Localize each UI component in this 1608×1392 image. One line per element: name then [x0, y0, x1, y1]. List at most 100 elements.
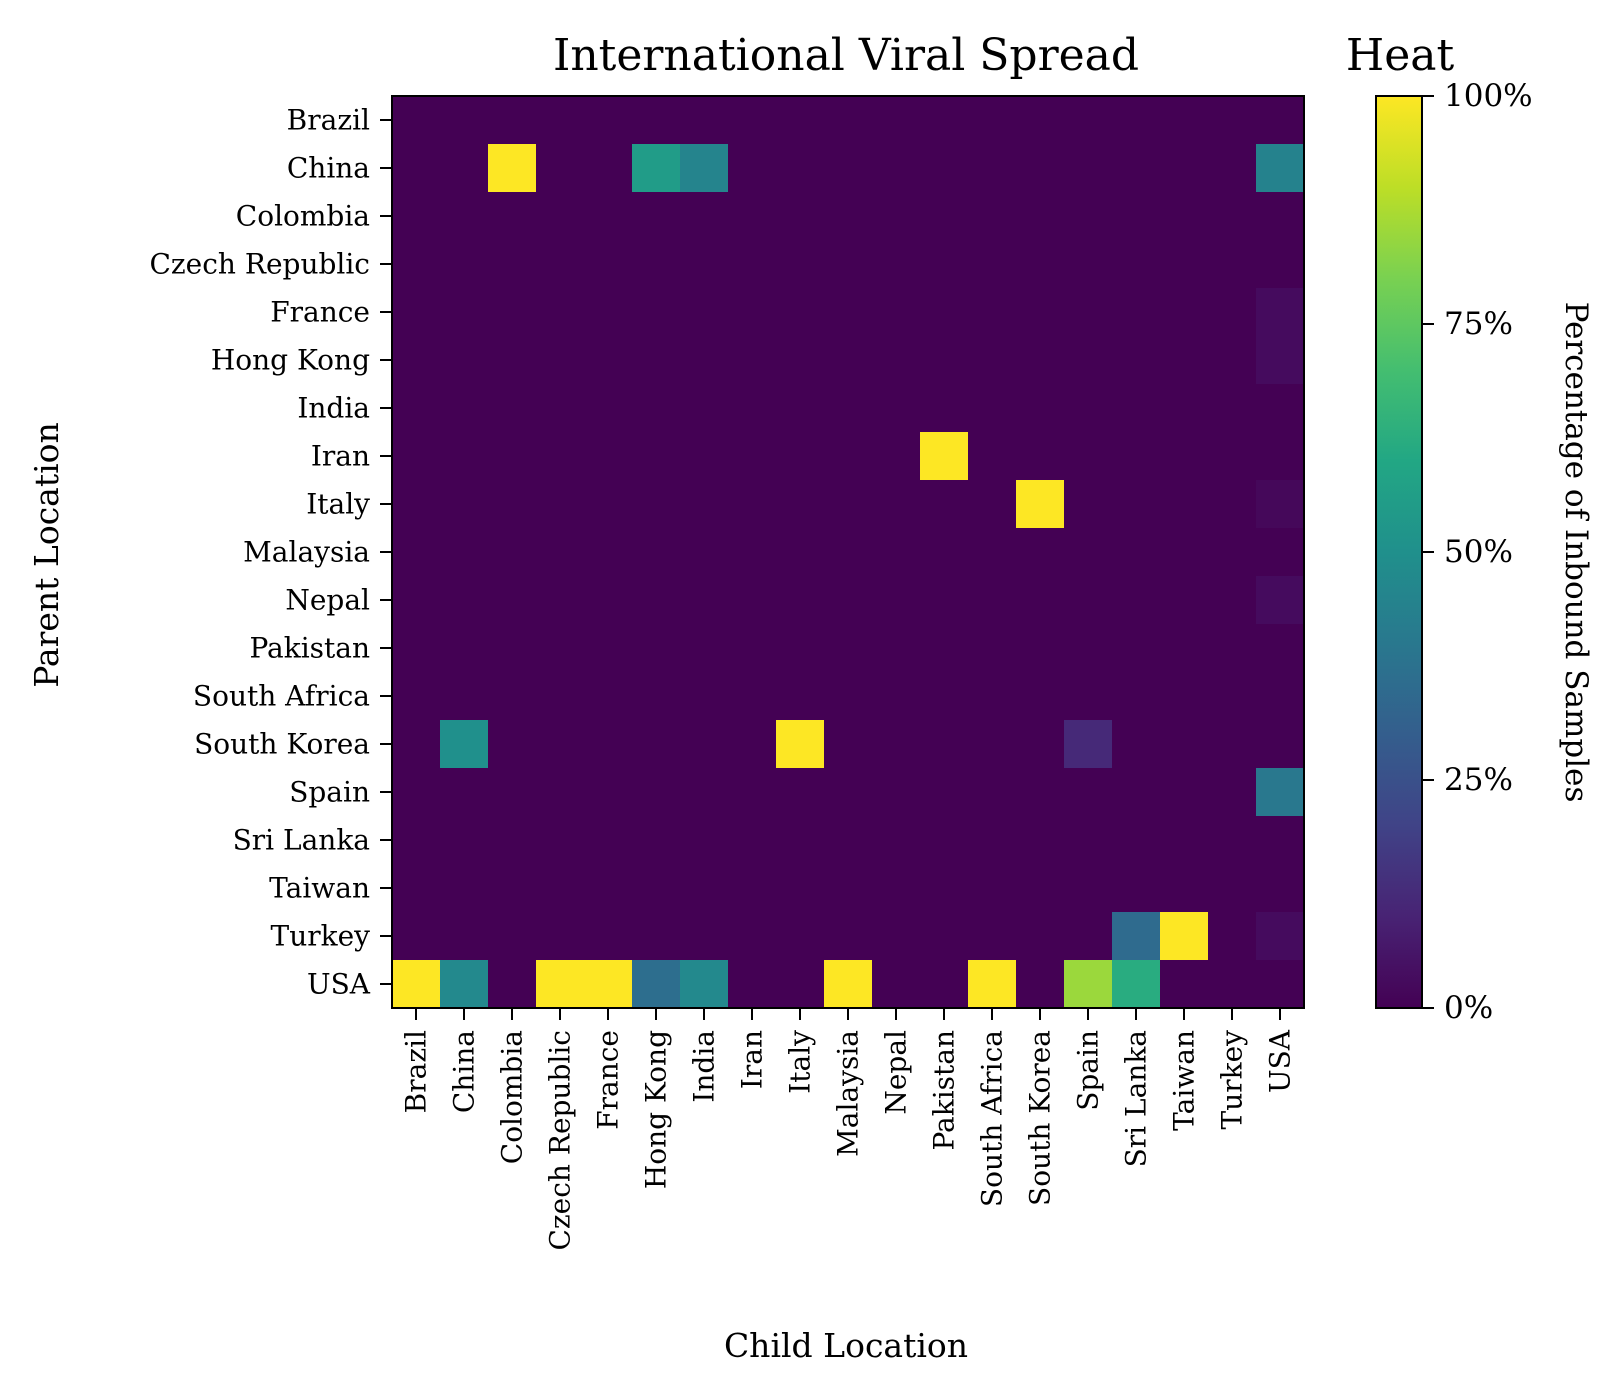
heatmap-cell — [1208, 528, 1257, 577]
heatmap-cell — [488, 528, 537, 577]
heatmap-cell — [968, 672, 1017, 721]
heatmap-cell — [728, 528, 777, 577]
heatmap-cell — [392, 672, 441, 721]
heatmap-cell — [1256, 624, 1305, 673]
x-tick-label: USA — [1264, 1029, 1297, 1093]
heatmap-cell — [872, 864, 921, 913]
heatmap-cell — [1208, 384, 1257, 433]
heatmap-cell — [1208, 720, 1257, 769]
heatmap-cell — [1160, 240, 1209, 289]
heatmap-cell — [968, 528, 1017, 577]
heatmap-cell — [440, 384, 489, 433]
heatmap-cell — [872, 720, 921, 769]
heatmap-cell — [920, 240, 969, 289]
colorbar-tick-label: 100% — [1444, 78, 1533, 114]
heatmap-cell — [920, 144, 969, 193]
heatmap-cell — [1064, 864, 1113, 913]
heatmap-cell — [824, 816, 873, 865]
heatmap-cell — [968, 288, 1017, 337]
heatmap-cell — [1064, 192, 1113, 241]
heatmap-cell — [1064, 240, 1113, 289]
heatmap-cell — [872, 192, 921, 241]
heatmap-cell — [1016, 768, 1065, 817]
heatmap-cell — [680, 384, 729, 433]
heatmap-cell — [1160, 960, 1209, 1009]
y-tick-label: South Korea — [194, 728, 370, 761]
heatmap-cell — [1256, 816, 1305, 865]
heatmap-cell — [536, 720, 585, 769]
heatmap-cell — [728, 144, 777, 193]
heatmap-cell — [440, 624, 489, 673]
heatmap-cell — [680, 624, 729, 673]
heatmap-cell — [920, 576, 969, 625]
colorbar — [1375, 95, 1423, 1009]
heatmap-cell — [872, 288, 921, 337]
heatmap-cell — [872, 336, 921, 385]
heatmap-cell — [680, 960, 729, 1009]
heatmap-cell — [1016, 432, 1065, 481]
heatmap-cell — [776, 720, 825, 769]
heatmap-cell — [680, 480, 729, 529]
heatmap-cell — [920, 96, 969, 145]
heatmap-cell — [632, 576, 681, 625]
heatmap-cell — [392, 432, 441, 481]
heatmap-cell — [824, 576, 873, 625]
heatmap-cell — [728, 672, 777, 721]
heatmap-cell — [1208, 960, 1257, 1009]
y-tick-label: USA — [307, 968, 371, 1001]
heatmap-cell — [1112, 528, 1161, 577]
heatmap-cell — [1112, 432, 1161, 481]
heatmap-cell — [1112, 816, 1161, 865]
heatmap-cell — [440, 864, 489, 913]
heatmap-cell — [1160, 864, 1209, 913]
colorbar-tick-label: 75% — [1444, 306, 1513, 342]
heatmap-cells — [392, 96, 1305, 1009]
heatmap-cell — [1160, 720, 1209, 769]
heatmap-cell — [1160, 432, 1209, 481]
heatmap-cell — [1256, 576, 1305, 625]
chart-title: International Viral Spread — [553, 30, 1139, 81]
heatmap-cell — [1256, 192, 1305, 241]
y-tick-label: Sri Lanka — [233, 824, 370, 857]
heatmap-cell — [440, 768, 489, 817]
heatmap-cell — [680, 864, 729, 913]
heatmap-cell — [728, 480, 777, 529]
heatmap-cell — [824, 240, 873, 289]
heatmap-cell — [632, 240, 681, 289]
heatmap-cell — [824, 672, 873, 721]
heatmap-cell — [392, 96, 441, 145]
heatmap-cell — [728, 384, 777, 433]
heatmap-cell — [1016, 528, 1065, 577]
heatmap-cell — [1016, 960, 1065, 1009]
heatmap-cell — [488, 960, 537, 1009]
heatmap-cell — [392, 240, 441, 289]
heatmap-cell — [632, 672, 681, 721]
heatmap-cell — [584, 816, 633, 865]
heatmap-cell — [536, 384, 585, 433]
heatmap-cell — [536, 528, 585, 577]
heatmap-cell — [776, 336, 825, 385]
y-tick-label: Nepal — [285, 584, 370, 617]
heatmap-cell — [488, 624, 537, 673]
y-tick-label: Hong Kong — [211, 344, 370, 377]
x-tick-label: Spain — [1072, 1030, 1105, 1111]
heatmap-cell — [1160, 192, 1209, 241]
heatmap-cell — [1160, 384, 1209, 433]
heatmap-cell — [968, 336, 1017, 385]
heatmap-cell — [920, 384, 969, 433]
heatmap-cell — [488, 432, 537, 481]
heatmap-cell — [488, 384, 537, 433]
heatmap-cell — [920, 480, 969, 529]
heatmap-cell — [728, 960, 777, 1009]
heatmap-cell — [536, 864, 585, 913]
heatmap-cell — [872, 912, 921, 961]
heatmap-cell — [536, 192, 585, 241]
x-axis-label: Child Location — [724, 1326, 968, 1365]
heatmap-cell — [776, 912, 825, 961]
heatmap-cell — [1208, 144, 1257, 193]
x-tick-label: Turkey — [1216, 1030, 1249, 1130]
heatmap-cell — [1112, 144, 1161, 193]
heatmap-cell — [920, 288, 969, 337]
heatmap-cell — [680, 720, 729, 769]
heatmap-cell — [632, 288, 681, 337]
